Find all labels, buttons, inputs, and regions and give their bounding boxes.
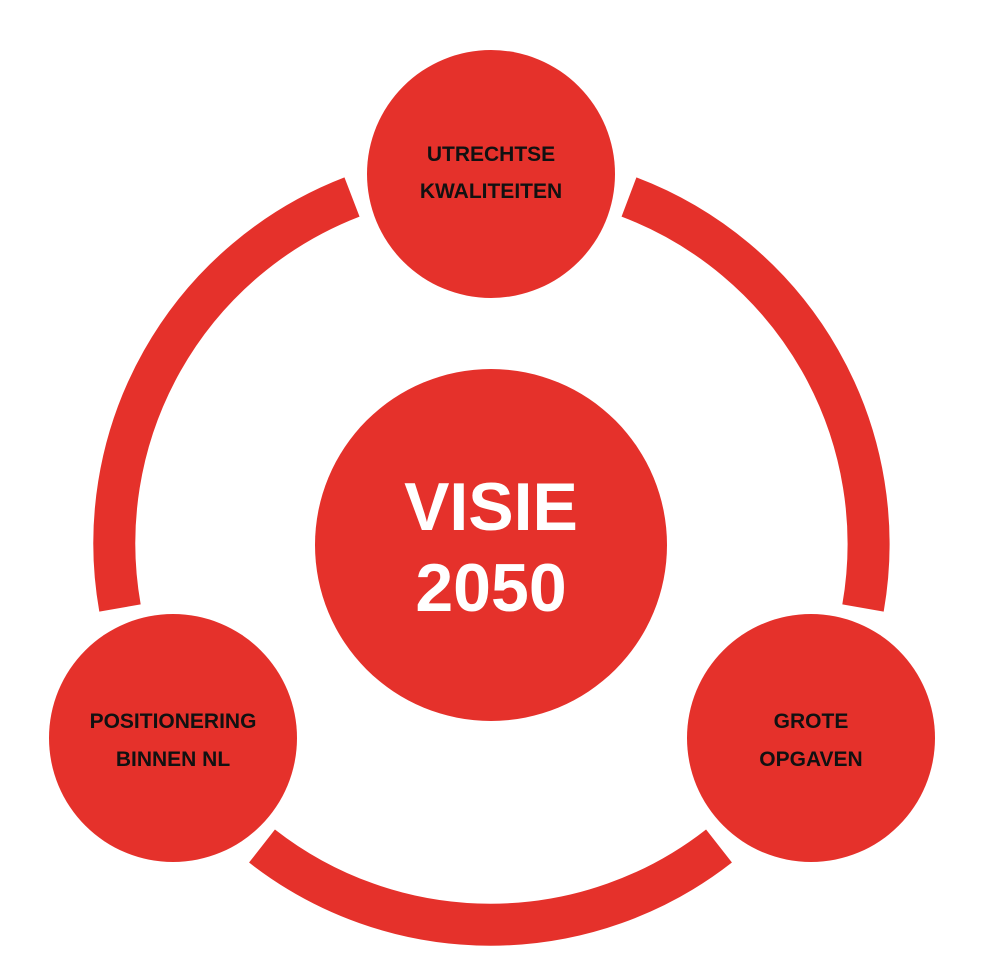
node-center: VISIE 2050	[315, 369, 667, 721]
node-bottom-left-line2: BINNEN NL	[116, 748, 231, 771]
node-bottom-left: POSITIONERING BINNEN NL	[49, 614, 297, 862]
center-line2: 2050	[415, 550, 566, 626]
node-top-line2: KWALITEITEN	[420, 180, 562, 203]
center-line1: VISIE	[404, 469, 578, 545]
node-top-line1: UTRECHTSE	[427, 143, 555, 166]
node-bottom-right-circle	[687, 614, 935, 862]
ring-segment-bottom	[249, 829, 732, 946]
node-top: UTRECHTSE KWALITEITEN	[367, 50, 615, 298]
node-center-circle	[315, 369, 667, 721]
ring-segment-right	[621, 177, 890, 612]
node-bottom-left-line1: POSITIONERING	[90, 710, 257, 733]
node-bottom-right-line1: GROTE	[774, 710, 849, 733]
node-bottom-right: GROTE OPGAVEN	[687, 614, 935, 862]
outer-ring	[93, 177, 890, 946]
node-bottom-left-circle	[49, 614, 297, 862]
node-bottom-right-line2: OPGAVEN	[759, 748, 862, 771]
node-top-circle	[367, 50, 615, 298]
ring-segment-left	[93, 177, 360, 612]
